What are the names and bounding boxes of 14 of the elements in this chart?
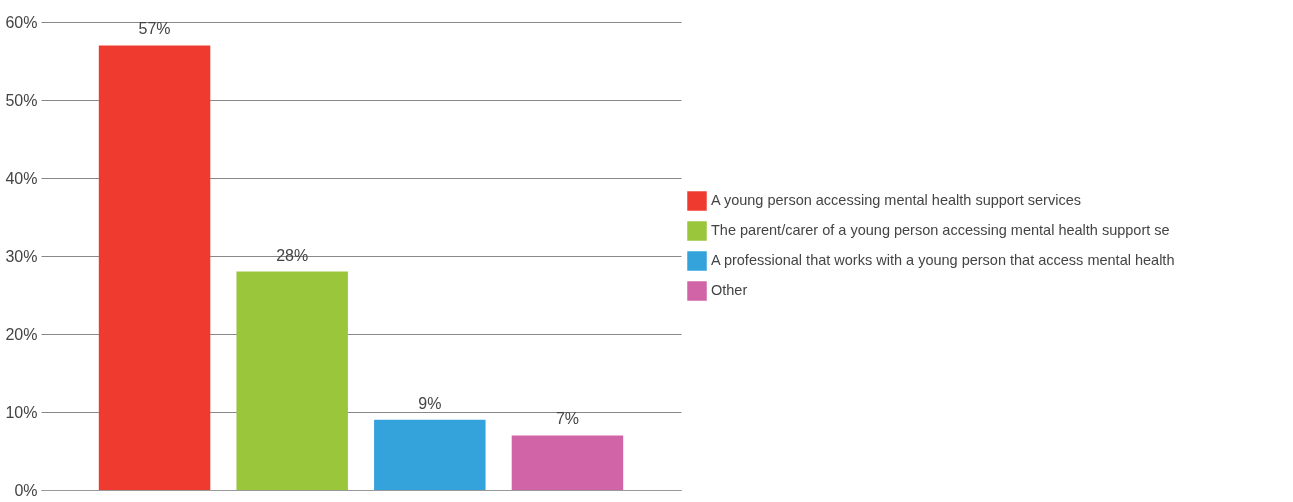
legend-label: A professional that works with a young person that access mental health [711, 252, 1175, 268]
y-tick-label: 30% [5, 247, 38, 265]
data-label: 57% [138, 20, 171, 38]
y-tick-label: 20% [5, 325, 38, 343]
data-label: 9% [418, 394, 442, 412]
legend-label: A young person accessing mental health support services [711, 192, 1081, 208]
data-label: 7% [555, 410, 580, 428]
y-tick-label: 40% [5, 169, 38, 187]
y-tick-label: 0% [14, 481, 38, 499]
legend-label: Other [711, 282, 748, 298]
y-tick-label: 10% [5, 403, 38, 421]
y-tick-label: 60% [5, 13, 38, 31]
legend-label: The parent/carer of a young person accessing mental health support se [711, 222, 1170, 238]
y-tick-label: 50% [5, 91, 38, 109]
